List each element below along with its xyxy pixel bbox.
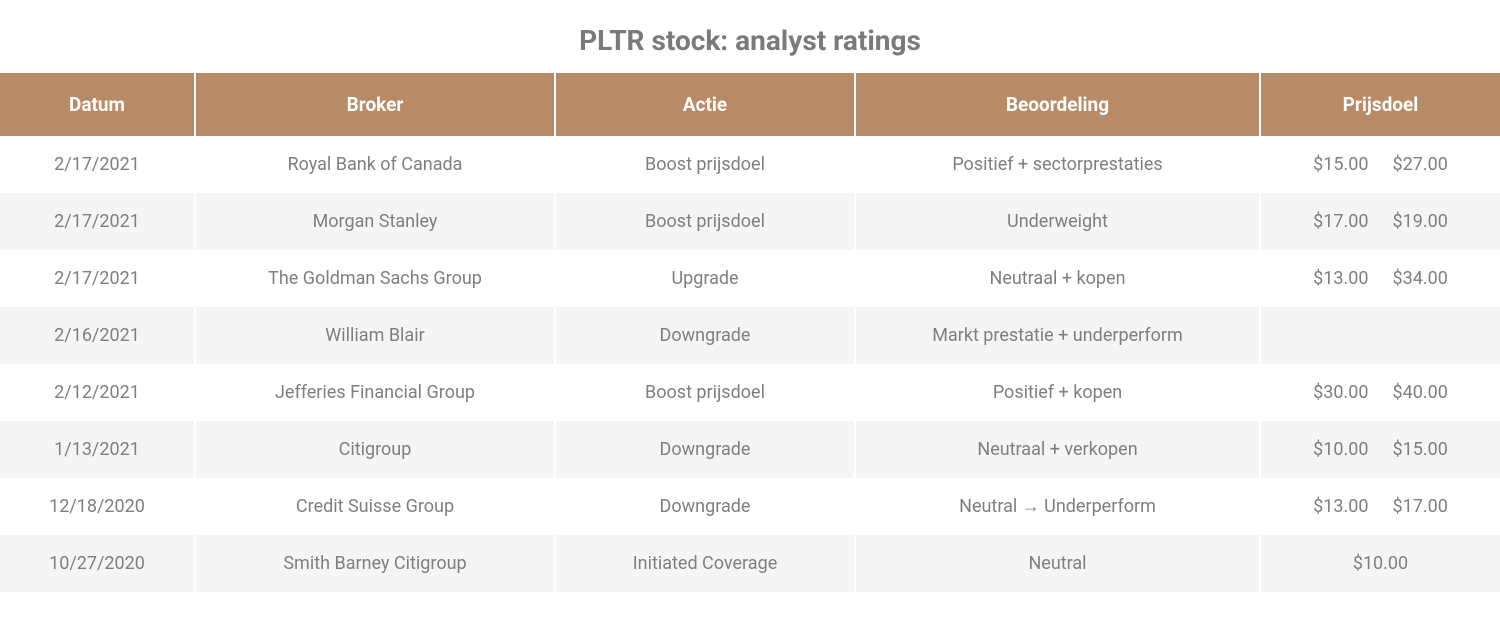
cell-actie: Downgrade xyxy=(555,478,855,535)
price-to: $10.00 xyxy=(1353,553,1408,574)
price-from: $13.00 xyxy=(1313,496,1368,517)
cell-datum: 10/27/2020 xyxy=(0,535,195,592)
cell-broker: William Blair xyxy=(195,307,555,364)
cell-broker: Royal Bank of Canada xyxy=(195,136,555,193)
cell-broker: Credit Suisse Group xyxy=(195,478,555,535)
cell-actie: Initiated Coverage xyxy=(555,535,855,592)
cell-prijsdoel: $13.00 $17.00 xyxy=(1260,478,1500,535)
col-header-actie: Actie xyxy=(555,73,855,136)
cell-beoordeling: Underweight xyxy=(855,193,1260,250)
cell-broker: The Goldman Sachs Group xyxy=(195,250,555,307)
price-from: $10.00 xyxy=(1313,439,1368,460)
cell-beoordeling: Neutral xyxy=(855,535,1260,592)
table-row: 2/17/2021Royal Bank of CanadaBoost prijs… xyxy=(0,136,1500,193)
cell-broker: Morgan Stanley xyxy=(195,193,555,250)
price-from: $13.00 xyxy=(1313,268,1368,289)
col-header-datum: Datum xyxy=(0,73,195,136)
page-title: PLTR stock: analyst ratings xyxy=(0,0,1500,73)
cell-datum: 12/18/2020 xyxy=(0,478,195,535)
cell-actie: Boost prijsdoel xyxy=(555,193,855,250)
table-row: 12/18/2020Credit Suisse GroupDowngradeNe… xyxy=(0,478,1500,535)
price-to: $34.00 xyxy=(1393,268,1448,289)
cell-beoordeling: Positief + sectorprestaties xyxy=(855,136,1260,193)
table-body: 2/17/2021Royal Bank of CanadaBoost prijs… xyxy=(0,136,1500,592)
price-from: $15.00 xyxy=(1313,154,1368,175)
cell-actie: Boost prijsdoel xyxy=(555,364,855,421)
cell-beoordeling: Markt prestatie + underperform xyxy=(855,307,1260,364)
cell-broker: Jefferies Financial Group xyxy=(195,364,555,421)
table-header: Datum Broker Actie Beoordeling Prijsdoel xyxy=(0,73,1500,136)
cell-broker: Smith Barney Citigroup xyxy=(195,535,555,592)
table-row: 1/13/2021CitigroupDowngradeNeutraal + ve… xyxy=(0,421,1500,478)
cell-datum: 1/13/2021 xyxy=(0,421,195,478)
table-row: 2/12/2021Jefferies Financial GroupBoost … xyxy=(0,364,1500,421)
cell-actie: Downgrade xyxy=(555,421,855,478)
cell-beoordeling: Positief + kopen xyxy=(855,364,1260,421)
cell-prijsdoel xyxy=(1260,307,1500,364)
col-header-broker: Broker xyxy=(195,73,555,136)
price-to: $40.00 xyxy=(1393,382,1448,403)
cell-datum: 2/16/2021 xyxy=(0,307,195,364)
table-row: 2/16/2021William BlairDowngradeMarkt pre… xyxy=(0,307,1500,364)
cell-datum: 2/17/2021 xyxy=(0,250,195,307)
cell-prijsdoel: $17.00 $19.00 xyxy=(1260,193,1500,250)
price-from: $17.00 xyxy=(1313,211,1368,232)
cell-beoordeling: Neutral → Underperform xyxy=(855,478,1260,535)
cell-actie: Upgrade xyxy=(555,250,855,307)
price-to: $15.00 xyxy=(1393,439,1448,460)
ratings-table: Datum Broker Actie Beoordeling Prijsdoel… xyxy=(0,73,1500,592)
cell-prijsdoel: $15.00 $27.00 xyxy=(1260,136,1500,193)
cell-beoordeling: Neutraal + kopen xyxy=(855,250,1260,307)
cell-datum: 2/17/2021 xyxy=(0,193,195,250)
table-row: 2/17/2021Morgan StanleyBoost prijsdoelUn… xyxy=(0,193,1500,250)
ratings-table-container: PLTR stock: analyst ratings Datum Broker… xyxy=(0,0,1500,592)
cell-broker: Citigroup xyxy=(195,421,555,478)
col-header-beoordeling: Beoordeling xyxy=(855,73,1260,136)
price-to: $27.00 xyxy=(1393,154,1448,175)
cell-datum: 2/12/2021 xyxy=(0,364,195,421)
cell-actie: Boost prijsdoel xyxy=(555,136,855,193)
price-to: $17.00 xyxy=(1393,496,1448,517)
price-from: $30.00 xyxy=(1313,382,1368,403)
cell-actie: Downgrade xyxy=(555,307,855,364)
cell-prijsdoel: $13.00 $34.00 xyxy=(1260,250,1500,307)
col-header-prijsdoel: Prijsdoel xyxy=(1260,73,1500,136)
table-row: 10/27/2020Smith Barney CitigroupInitiate… xyxy=(0,535,1500,592)
cell-datum: 2/17/2021 xyxy=(0,136,195,193)
cell-beoordeling: Neutraal + verkopen xyxy=(855,421,1260,478)
cell-prijsdoel: $10.00 $15.00 xyxy=(1260,421,1500,478)
cell-prijsdoel: $30.00 $40.00 xyxy=(1260,364,1500,421)
table-row: 2/17/2021The Goldman Sachs GroupUpgradeN… xyxy=(0,250,1500,307)
cell-prijsdoel: $10.00 xyxy=(1260,535,1500,592)
price-to: $19.00 xyxy=(1393,211,1448,232)
